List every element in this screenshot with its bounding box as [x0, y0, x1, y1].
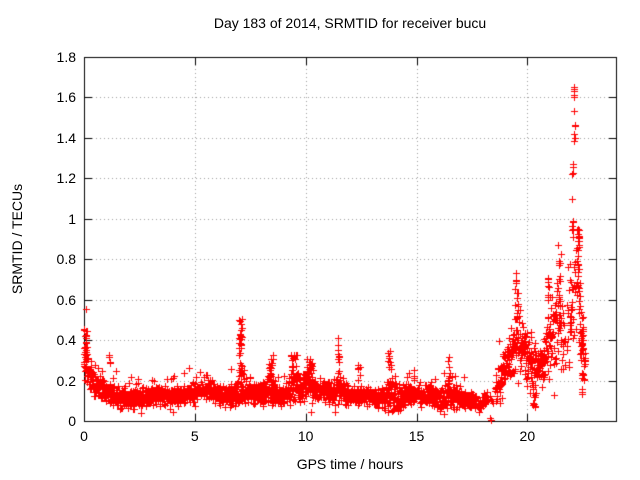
x-tick-label: 5: [190, 428, 199, 444]
x-axis-label: GPS time / hours: [296, 456, 404, 472]
y-tick-label: 0.4: [56, 332, 76, 349]
y-tick-label: 1.6: [56, 89, 76, 106]
y-tick-label: 1.2: [56, 170, 76, 187]
x-tick-label: 20: [519, 428, 536, 444]
y-tick-label: 1.8: [56, 49, 76, 65]
x-tick-label: 10: [297, 428, 314, 444]
x-tick-label: 0: [80, 428, 88, 444]
y-tick-label: 0.6: [56, 291, 76, 308]
y-tick-label: 0.8: [56, 251, 76, 268]
chart-title: Day 183 of 2014, SRMTID for receiver buc…: [213, 15, 487, 31]
y-tick-label: 1.4: [56, 129, 76, 146]
y-axis-label: SRMTID / TECUs: [9, 183, 25, 295]
y-tick-label: 0.2: [56, 372, 76, 389]
x-tick-label: 15: [408, 428, 425, 444]
y-tick-label: 1: [68, 210, 76, 227]
y-tick-label: 0: [68, 413, 76, 429]
